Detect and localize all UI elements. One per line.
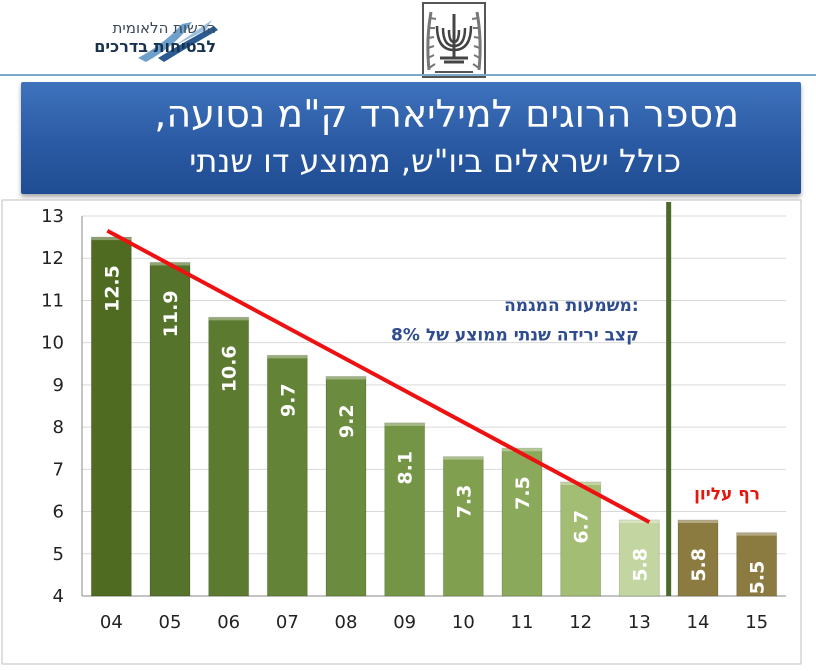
- trend-annotation-text: קצב ירידה שנתי ממוצע של 8%: [391, 326, 639, 346]
- x-tick-label: 09: [393, 612, 416, 633]
- road-safety-authority-logo: הרשות הלאומית לבטיחות בדרכים: [6, 6, 246, 72]
- bar-value-label: 11.9: [160, 290, 182, 337]
- bar-highlight: [443, 456, 484, 460]
- x-tick-label: 04: [100, 612, 123, 633]
- x-tick-label: 14: [687, 612, 710, 633]
- x-tick-label: 07: [276, 612, 299, 633]
- bar-value-label: 5.5: [747, 561, 769, 595]
- bar-highlight: [736, 532, 777, 536]
- bar: [501, 447, 543, 597]
- bar-value-label: 5.8: [688, 548, 710, 582]
- bar-highlight: [384, 422, 425, 426]
- bar: [442, 456, 484, 597]
- bar-highlight: [91, 237, 132, 241]
- bar-value-label: 10.6: [219, 345, 241, 392]
- y-tick-label: 6: [53, 502, 64, 523]
- bar-highlight: [208, 317, 249, 321]
- ceiling-label: רף עליון: [694, 485, 760, 505]
- x-tick-label: 13: [628, 612, 651, 633]
- y-tick-label: 9: [53, 375, 64, 396]
- x-tick-label: 06: [217, 612, 240, 633]
- bar: [736, 532, 778, 597]
- fatality-rate-chart: 4 5 6 7 8 9 10 11 12 13 12.5 11.9 10.6 9.7 9.2 8.1 7.3 7…: [1, 199, 802, 665]
- y-tick-label: 7: [53, 459, 64, 480]
- x-tick-label: 12: [569, 612, 592, 633]
- bar: [149, 261, 191, 597]
- logo-swoosh-icon: [138, 20, 218, 62]
- header-divider: [0, 74, 816, 76]
- title-banner: מספר הרוגים למיליארד ק"מ נסועה, כולל ישר…: [21, 82, 801, 194]
- bar: [384, 422, 426, 597]
- bar-value-label: 6.7: [571, 510, 593, 544]
- y-tick-label: 4: [53, 586, 64, 607]
- bar: [325, 375, 367, 597]
- y-tick-label: 8: [53, 417, 64, 438]
- bar-highlight: [326, 376, 366, 380]
- bars: 12.5 11.9 10.6 9.7 9.2 8.1 7.3 7.5 6.7 5.8 5.8 5.5: [90, 236, 778, 597]
- y-tick-label: 11: [41, 290, 64, 311]
- x-tick-label: 15: [745, 612, 768, 633]
- bar: [90, 236, 132, 597]
- bar-highlight: [678, 520, 718, 523]
- trend-annotation-title: משמעות המגמה:: [504, 296, 639, 316]
- x-tick-label: 05: [159, 612, 182, 633]
- bar: [266, 354, 308, 597]
- state-emblem-icon: [393, 0, 515, 84]
- bar: [208, 316, 250, 597]
- y-axis-ticks: 4 5 6 7 8 9 10 11 12 13: [41, 206, 64, 607]
- logo-line1: הרשות הלאומית: [112, 19, 216, 37]
- chart-subtitle: כולל ישראלים ביו"ש, ממוצע דו שנתי: [189, 142, 681, 180]
- bar: [560, 481, 602, 597]
- x-tick-label: 08: [335, 612, 358, 633]
- logo-line2: לבטיחות בדרכים: [94, 37, 216, 56]
- x-axis-ticks: 04 05 06 07 08 09 10 11 12 13 14 15: [100, 612, 768, 633]
- y-tick-label: 10: [41, 333, 64, 354]
- bar-value-label: 9.2: [336, 404, 358, 438]
- bar-value-label: 7.5: [512, 476, 534, 510]
- x-tick-label: 11: [511, 612, 534, 633]
- bar-value-label: 9.7: [277, 383, 299, 417]
- y-tick-label: 12: [41, 248, 64, 269]
- bar-value-label: 5.8: [629, 548, 651, 582]
- bar: [618, 519, 660, 597]
- bar-highlight: [267, 355, 308, 359]
- y-tick-label: 13: [41, 206, 64, 227]
- bar-value-label: 7.3: [453, 485, 475, 519]
- y-tick-label: 5: [53, 544, 64, 565]
- x-tick-label: 10: [452, 612, 475, 633]
- bar: [677, 519, 719, 597]
- bar-value-label: 12.5: [101, 265, 123, 312]
- chart-title: מספר הרוגים למיליארד ק"מ נסועה,: [154, 92, 739, 136]
- bar-highlight: [502, 448, 542, 452]
- trend-line: [106, 229, 651, 524]
- bar-value-label: 8.1: [395, 451, 417, 485]
- bar-highlight: [619, 520, 660, 523]
